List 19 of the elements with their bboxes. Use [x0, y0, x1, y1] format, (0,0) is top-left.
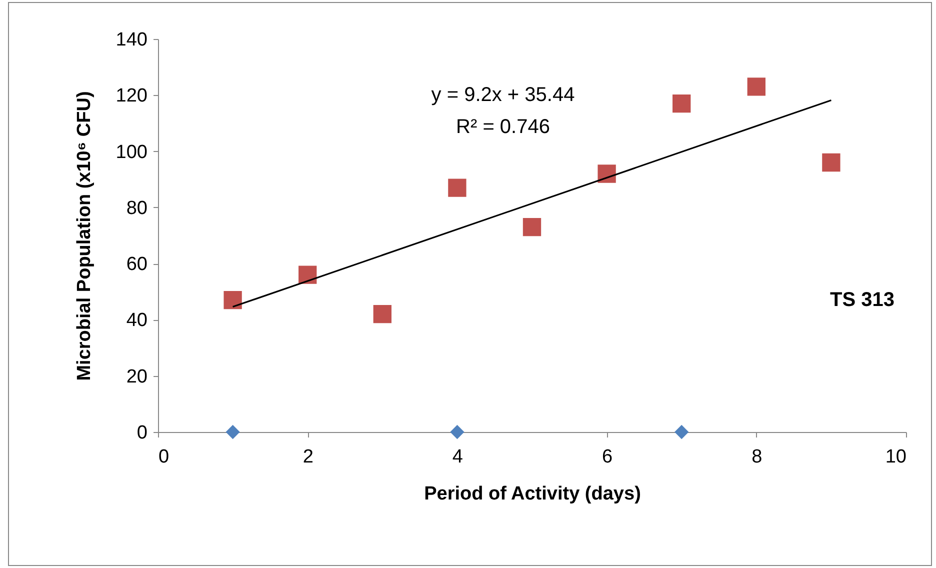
annotation: R² = 0.746 — [456, 116, 550, 138]
x-tick-label: 10 — [885, 446, 906, 468]
x-tick-label: 2 — [302, 446, 314, 468]
y-tick-label: 20 — [126, 366, 148, 388]
y-axis-title: Microbial Population (x10⁶ CFU) — [74, 91, 95, 381]
annotation: TS 313 — [830, 289, 894, 311]
y-tick-label: 100 — [116, 142, 148, 163]
y-tick-label: 0 — [136, 422, 148, 444]
y-tick-label: 120 — [116, 86, 148, 107]
y-tick-label: 40 — [126, 310, 148, 332]
x-tick-label: 0 — [158, 446, 170, 468]
x-tick-label: 6 — [602, 446, 613, 468]
y-tick-label: 60 — [126, 254, 148, 276]
annotation: y = 9.2x + 35.44 — [431, 84, 575, 106]
x-tick-label: 4 — [452, 446, 464, 468]
y-tick-label: 80 — [126, 198, 148, 219]
x-axis-title: Period of Activity (days) — [424, 484, 641, 504]
x-tick-label: 8 — [752, 446, 762, 468]
y-tick-label: 140 — [116, 30, 148, 50]
